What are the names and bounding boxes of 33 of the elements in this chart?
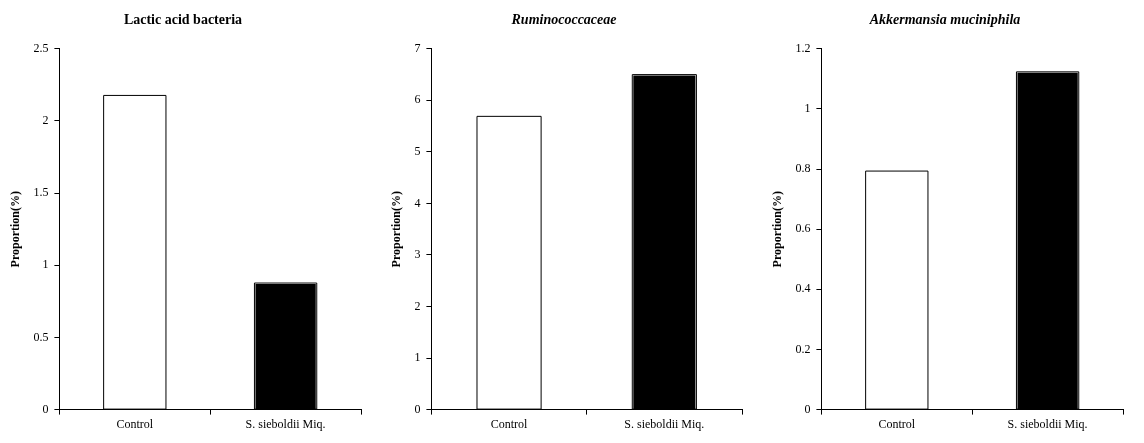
x-tick-label: Control xyxy=(116,416,154,431)
y-tick-label: 1 xyxy=(804,101,811,116)
y-tick-label: 0.8 xyxy=(795,161,811,176)
y-tick-label: 3 xyxy=(414,247,421,262)
y-tick-label: 0.2 xyxy=(795,341,811,356)
y-tick-label: 0.6 xyxy=(795,221,811,236)
y-tick-label: 4 xyxy=(414,195,421,210)
y-axis-title: Proportion(%) xyxy=(8,190,23,268)
x-tick-label: S. sieboldii Miq. xyxy=(624,416,705,431)
y-axis-title: Proportion(%) xyxy=(389,190,404,268)
y-tick-label: 5 xyxy=(414,144,421,159)
x-tick-label: Control xyxy=(490,416,529,431)
x-tick-label: Control xyxy=(878,416,916,431)
y-tick-label: 2.5 xyxy=(33,40,49,55)
chart-title: Lactic acid bacteria xyxy=(123,12,243,28)
y-tick-label: 0.5 xyxy=(33,329,49,344)
y-tick-label: 7 xyxy=(414,40,421,55)
y-tick-label: 0 xyxy=(414,401,421,416)
y-tick-label: 0.4 xyxy=(795,281,811,296)
y-tick-label: 6 xyxy=(414,92,421,107)
y-tick-label: 0 xyxy=(42,401,49,416)
chart-title: Ruminococcaceae xyxy=(510,12,617,28)
x-tick-label: S. sieboldii Miq. xyxy=(245,416,326,431)
y-tick-label: 2 xyxy=(42,113,49,128)
y-tick-label: 1.2 xyxy=(795,40,811,55)
y-tick-label: 2 xyxy=(414,298,421,313)
y-tick-label: 1 xyxy=(42,257,49,272)
y-tick-label: 0 xyxy=(804,401,811,416)
x-tick-label: S. sieboldii Miq. xyxy=(1007,416,1088,431)
y-tick-label: 1.5 xyxy=(33,185,49,200)
y-axis-title: Proportion(%) xyxy=(770,190,785,268)
chart-title: Akkermansia muciniphila xyxy=(868,12,1021,28)
y-tick-label: 1 xyxy=(414,350,421,365)
